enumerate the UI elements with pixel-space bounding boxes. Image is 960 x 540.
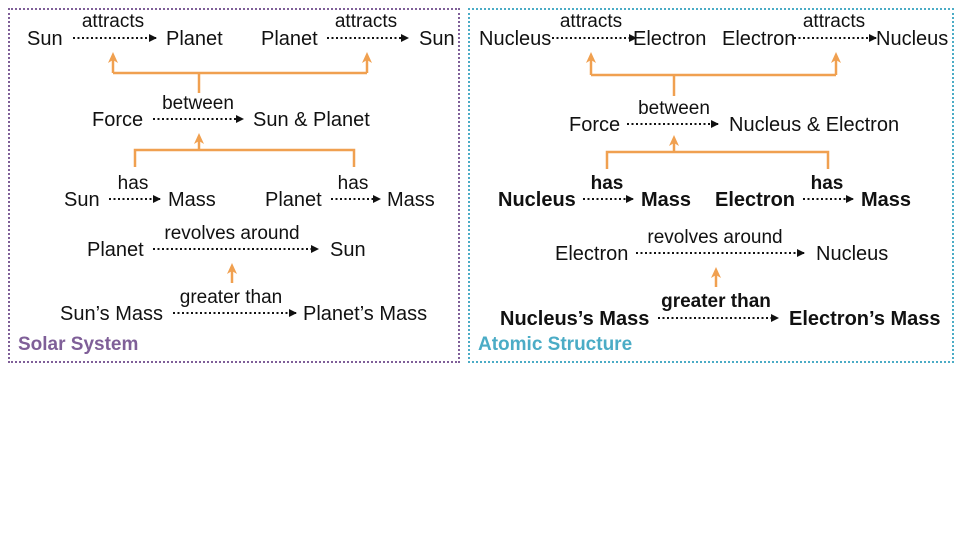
atomic-compare-object: Electron’s Mass — [789, 308, 941, 330]
solar-compare-relation: greater than — [179, 287, 283, 308]
atomic-force-subject: Force — [569, 114, 621, 136]
atomic-force-relation: between — [638, 98, 710, 119]
solar-mass1-subject: Sun — [64, 189, 100, 211]
solar-mass2-subject: Planet — [265, 189, 322, 211]
solar-compare-object: Planet’s Mass — [303, 303, 428, 325]
atomic-mass2-relation: has — [810, 173, 844, 194]
atomic-mass1-subject: Nucleus — [498, 189, 576, 211]
connector-atomic-force-bracket — [605, 150, 830, 169]
atomic-attract2-relation: attracts — [802, 11, 866, 32]
atomic-mass1-relation: has — [590, 173, 624, 194]
solar-attract2-subject: Planet — [261, 28, 318, 50]
atomic-attract1-subject: Nucleus — [479, 28, 552, 50]
solar-mass2-object: Mass — [387, 189, 435, 211]
solar-attract2-relation: attracts — [334, 11, 398, 32]
atomic-attract1-object: Electron — [633, 28, 707, 50]
solar-force-subject: Force — [92, 109, 144, 131]
solar-mass2-relation: has — [337, 173, 369, 194]
solar-revolve-relation: revolves around — [164, 223, 300, 244]
atomic-attract1-relation: attracts — [559, 11, 623, 32]
solar-mass1-object: Mass — [168, 189, 216, 211]
solar-attract1-object: Planet — [166, 28, 223, 50]
atomic-revolve-relation: revolves around — [647, 227, 783, 248]
solar-force-object: Sun & Planet — [253, 109, 370, 131]
solar-revolve-subject: Planet — [87, 239, 144, 261]
atomic-compare-relation: greater than — [661, 291, 771, 312]
solar-attract1-subject: Sun — [27, 28, 63, 50]
solar-revolve-object: Sun — [330, 239, 366, 261]
atomic-mass1-object: Mass — [641, 189, 692, 211]
atomic-compare-subject: Nucleus’s Mass — [500, 308, 650, 330]
atomic-structure-panel — [468, 8, 954, 363]
solar-attract2-object: Sun — [419, 28, 455, 50]
solar-force-relation: between — [162, 93, 234, 114]
solar-mass1-relation: has — [117, 173, 149, 194]
atomic-revolve-subject: Electron — [555, 243, 629, 265]
atomic-structure-label: Atomic Structure — [478, 334, 633, 355]
atomic-mass2-object: Mass — [861, 189, 912, 211]
atomic-attract2-object: Nucleus — [876, 28, 949, 50]
atomic-attract2-subject: Electron — [722, 28, 796, 50]
atomic-mass2-subject: Electron — [715, 189, 796, 211]
atomic-force-object: Nucleus & Electron — [729, 114, 900, 136]
solar-system-panel — [8, 8, 460, 363]
solar-system-label: Solar System — [18, 334, 139, 355]
connector-solar-force-bracket — [133, 148, 356, 167]
solar-compare-subject: Sun’s Mass — [60, 303, 164, 325]
solar-attract1-relation: attracts — [81, 11, 145, 32]
atomic-revolve-object: Nucleus — [816, 243, 889, 265]
